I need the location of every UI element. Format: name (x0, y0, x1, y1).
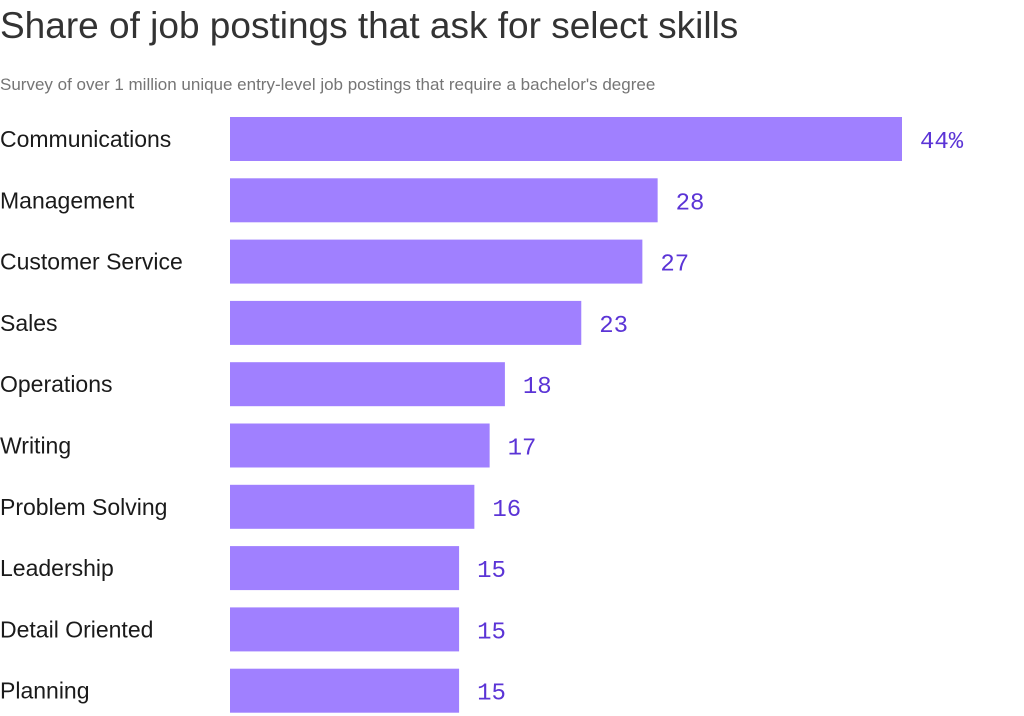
bar (230, 668, 460, 713)
bar (230, 300, 582, 345)
category-label: Customer Service (0, 249, 183, 275)
category-label: Leadership (0, 555, 114, 581)
category-label: Communications (0, 126, 171, 152)
value-label: 27 (660, 252, 689, 279)
bar (230, 423, 490, 468)
bar (230, 607, 460, 652)
bar (230, 239, 643, 284)
category-label: Operations (0, 371, 113, 397)
chart-subtitle: Survey of over 1 million unique entry-le… (0, 75, 656, 94)
bar (230, 546, 460, 591)
value-label: 16 (492, 497, 521, 524)
value-label: 23 (599, 313, 628, 340)
value-label: 15 (477, 558, 506, 585)
value-label: 15 (477, 681, 506, 708)
bar (230, 362, 505, 407)
category-label: Problem Solving (0, 494, 167, 520)
chart-title: Share of job postings that ask for selec… (0, 5, 739, 46)
value-label: 17 (508, 436, 537, 463)
category-label: Detail Oriented (0, 616, 153, 642)
value-label: 28 (676, 190, 705, 217)
category-label: Writing (0, 433, 71, 459)
category-label: Management (0, 187, 135, 213)
bar (230, 178, 658, 223)
category-label: Planning (0, 678, 90, 704)
bar (230, 484, 475, 529)
value-label: 15 (477, 619, 506, 646)
value-label: 44% (920, 129, 964, 156)
category-label: Sales (0, 310, 58, 336)
value-label: 18 (523, 374, 552, 401)
bar (230, 117, 902, 161)
